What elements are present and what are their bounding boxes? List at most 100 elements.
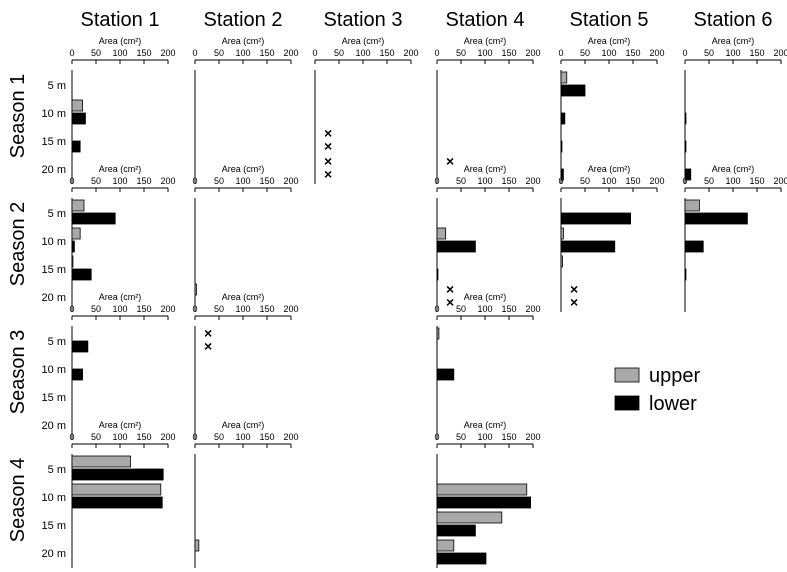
bar-lower <box>71 496 163 509</box>
x-tick-label: 150 <box>136 304 151 314</box>
bar-lower <box>436 552 487 565</box>
bar-lower <box>560 84 586 97</box>
x-tick-label: 50 <box>214 304 224 314</box>
missing-marker: × <box>446 281 454 297</box>
bar-upper <box>684 199 700 212</box>
bar-lower <box>560 112 566 125</box>
bar-lower <box>71 240 75 253</box>
x-tick-label: 150 <box>259 304 274 314</box>
depth-label: 20 m <box>42 292 66 304</box>
x-tick-label: 100 <box>477 304 492 314</box>
x-tick-label: 200 <box>525 176 540 186</box>
legend-swatch-lower <box>614 395 640 411</box>
station-header: Station 3 <box>324 9 403 31</box>
x-tick-label: 0 <box>682 48 687 58</box>
axis-title: Area (cm²) <box>222 420 265 430</box>
x-tick-label: 150 <box>379 48 394 58</box>
bar-lower <box>71 368 83 381</box>
x-tick-label: 150 <box>259 432 274 442</box>
depth-label: 5 m <box>48 464 66 476</box>
missing-marker: × <box>324 153 332 169</box>
x-tick-label: 0 <box>434 48 439 58</box>
depth-label: 10 m <box>42 108 66 120</box>
x-tick-label: 150 <box>136 432 151 442</box>
station-header: Station 4 <box>446 9 525 31</box>
axis-title: Area (cm²) <box>588 36 631 46</box>
x-tick-label: 200 <box>283 176 298 186</box>
x-tick-label: 50 <box>456 304 466 314</box>
season-header: Season 1 <box>7 74 29 159</box>
x-tick-label: 200 <box>283 48 298 58</box>
x-tick-label: 100 <box>112 304 127 314</box>
bar-lower <box>560 140 563 153</box>
bar-upper <box>194 283 197 296</box>
depth-label: 5 m <box>48 336 66 348</box>
missing-marker: × <box>204 338 212 354</box>
axis-title: Area (cm²) <box>222 292 265 302</box>
x-tick-label: 200 <box>403 48 418 58</box>
bar-lower <box>71 268 92 281</box>
x-tick-label: 50 <box>456 176 466 186</box>
x-tick-label: 150 <box>501 432 516 442</box>
x-tick-label: 100 <box>725 176 740 186</box>
x-tick-label: 150 <box>749 48 764 58</box>
x-tick-label: 100 <box>601 176 616 186</box>
depth-label: 20 m <box>42 420 66 432</box>
station-header: Station 6 <box>694 9 773 31</box>
bar-lower <box>71 468 164 481</box>
missing-marker: × <box>324 125 332 141</box>
x-tick-label: 200 <box>649 48 664 58</box>
x-tick-label: 200 <box>525 432 540 442</box>
station-header: Station 1 <box>81 9 160 31</box>
x-tick-label: 0 <box>69 432 74 442</box>
x-tick-label: 0 <box>312 48 317 58</box>
station-header: Station 2 <box>204 9 283 31</box>
bar-upper <box>436 511 503 524</box>
axis-title: Area (cm²) <box>464 420 507 430</box>
x-tick-label: 150 <box>625 48 640 58</box>
bar-lower <box>684 140 687 153</box>
x-tick-label: 0 <box>558 48 563 58</box>
bar-upper <box>436 227 447 240</box>
bar-upper <box>71 199 85 212</box>
x-tick-label: 50 <box>91 176 101 186</box>
x-tick-label: 0 <box>192 304 197 314</box>
bar-upper <box>71 99 83 112</box>
depth-label: 10 m <box>42 236 66 248</box>
x-tick-label: 50 <box>91 304 101 314</box>
missing-marker: × <box>324 138 332 154</box>
bar-upper <box>71 483 162 496</box>
x-tick-label: 0 <box>558 176 563 186</box>
bar-lower <box>684 268 687 281</box>
x-tick-label: 150 <box>501 48 516 58</box>
bar-lower <box>684 212 748 225</box>
x-tick-label: 50 <box>214 176 224 186</box>
x-tick-label: 50 <box>704 176 714 186</box>
x-tick-label: 0 <box>69 304 74 314</box>
bar-lower <box>684 112 687 125</box>
x-tick-label: 100 <box>725 48 740 58</box>
bar-upper <box>436 483 528 496</box>
legend-label-upper: upper <box>649 365 700 387</box>
bar-upper <box>71 455 131 468</box>
bar-lower <box>71 112 86 125</box>
x-tick-label: 100 <box>235 304 250 314</box>
axis-title: Area (cm²) <box>588 164 631 174</box>
x-tick-label: 50 <box>91 48 101 58</box>
x-tick-label: 150 <box>136 176 151 186</box>
axis-title: Area (cm²) <box>222 164 265 174</box>
x-tick-label: 0 <box>69 176 74 186</box>
x-tick-label: 50 <box>580 176 590 186</box>
bar-lower <box>560 240 616 253</box>
missing-marker: × <box>324 166 332 182</box>
missing-marker: × <box>570 294 578 310</box>
x-tick-label: 0 <box>434 432 439 442</box>
x-tick-label: 200 <box>283 432 298 442</box>
bar-upper <box>436 327 440 340</box>
x-tick-label: 100 <box>477 176 492 186</box>
x-tick-label: 0 <box>69 48 74 58</box>
bar-lower <box>436 240 476 253</box>
bar-lower <box>71 212 116 225</box>
x-tick-label: 50 <box>334 48 344 58</box>
